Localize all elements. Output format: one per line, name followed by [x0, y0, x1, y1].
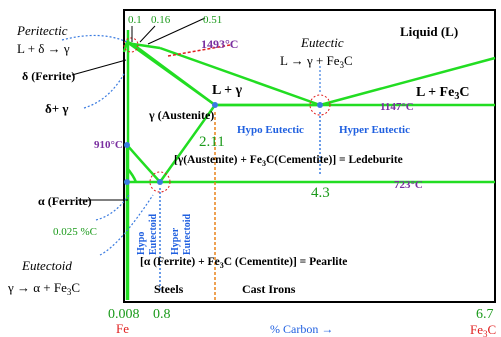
- fe-label: Fe: [116, 321, 129, 336]
- point-910: [124, 142, 130, 148]
- x-0-8: 0.8: [153, 307, 171, 322]
- hypo-eutectoid-1: Hypo: [136, 232, 147, 255]
- temp-1493: 1493°C: [201, 37, 238, 51]
- x-0-008: 0.008: [108, 307, 140, 322]
- tick-0-51: 0.51: [203, 14, 222, 26]
- temp-723: 723°C: [394, 179, 423, 191]
- point-0008: [124, 179, 130, 185]
- region-delta-ferrite: δ (Ferrite): [22, 69, 75, 83]
- peritectic-callout: [62, 35, 127, 42]
- delta-ferrite-arrow: [72, 60, 126, 75]
- comp-2-11: 2.11: [199, 134, 225, 150]
- fe3c-label: Fe3C: [470, 322, 496, 337]
- hyper-eutectoid-1: Hyper: [170, 227, 181, 255]
- eutectoid-reaction: γ → α + Fe3C: [7, 280, 80, 297]
- tick-0-1: 0.1: [128, 14, 142, 26]
- region-l-fe3c: L + Fe3C: [416, 85, 469, 102]
- axis-label-carbon: % Carbon →: [270, 322, 333, 336]
- pearlite-label: [α (Ferrite) + Fe3C (Cementite)] = Pearl…: [140, 256, 347, 270]
- tick-0-16: 0.16: [151, 14, 171, 26]
- region-alpha-ferrite: α (Ferrite): [38, 194, 92, 208]
- region-austenite: γ (Austenite): [148, 108, 214, 122]
- region-liquid: Liquid (L): [400, 24, 458, 39]
- region-l-gamma: L + γ: [212, 83, 243, 98]
- point-0-8: [157, 179, 163, 185]
- temp-910: 910°C: [94, 139, 123, 151]
- region-delta-gamma: δ+ γ: [45, 101, 69, 116]
- eutectic-reaction: L → γ + Fe3C: [280, 53, 353, 70]
- peritectic-reaction: L + δ → γ: [17, 41, 70, 56]
- temp-1147: 1147°C: [380, 101, 414, 113]
- comp-4-3: 4.3: [311, 185, 330, 201]
- eutectoid-title: Eutectoid: [21, 258, 72, 273]
- cast-irons-label: Cast Irons: [242, 282, 296, 296]
- x-6-7: 6.7: [476, 307, 494, 322]
- ledeburite-label: [γ(Austenite) + Fe3C(Cementite)] = Ledeb…: [174, 154, 403, 168]
- delta-gamma-arrow: [84, 72, 125, 108]
- steels-label: Steels: [154, 282, 184, 296]
- hypo-eutectic: Hypo Eutectic: [237, 124, 304, 136]
- comp-0-025: 0.025 %C: [53, 226, 97, 238]
- hyper-eutectoid-2: Eutectoid: [182, 213, 193, 255]
- peritectic-title: Peritectic: [16, 23, 68, 38]
- point-4-3: [317, 102, 323, 108]
- hyper-eutectic: Hyper Eutectic: [339, 124, 410, 136]
- hypo-eutectoid-2: Eutectoid: [148, 213, 159, 255]
- eutectic-title: Eutectic: [300, 35, 344, 50]
